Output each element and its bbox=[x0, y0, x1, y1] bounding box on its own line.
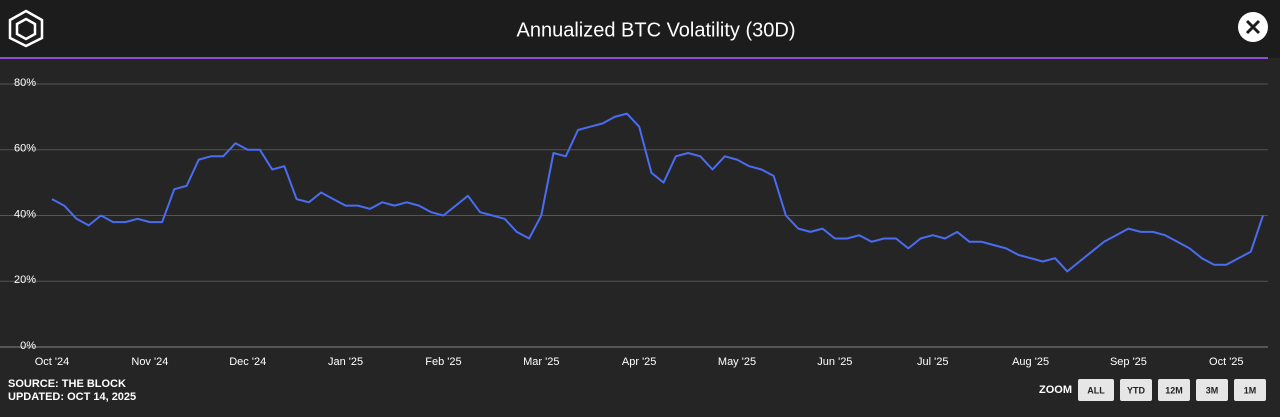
zoom-button-bg bbox=[1234, 379, 1266, 401]
x-tick-label: May '25 bbox=[718, 356, 756, 368]
x-tick-label: Aug '25 bbox=[1012, 356, 1049, 368]
series-line bbox=[51, 112, 1264, 273]
zoom-button-bg bbox=[1078, 379, 1114, 401]
x-tick-label: Nov '24 bbox=[131, 356, 168, 368]
zoom-button[interactable]: 1M bbox=[1234, 379, 1266, 401]
x-tick-label: Sep '25 bbox=[1110, 356, 1147, 368]
zoom-button-label: ALL bbox=[1087, 385, 1105, 395]
x-tick-label: Mar '25 bbox=[523, 356, 559, 368]
zoom-button-label: 1M bbox=[1244, 385, 1257, 395]
zoom-button-bg bbox=[1158, 379, 1190, 401]
x-tick-label: Jun '25 bbox=[817, 356, 852, 368]
zoom-button-label: 3M bbox=[1206, 385, 1219, 395]
close-button[interactable] bbox=[1238, 12, 1268, 42]
zoom-button[interactable]: 3M bbox=[1196, 379, 1228, 401]
chart-title: Annualized BTC Volatility (30D) bbox=[516, 19, 795, 41]
y-tick-label: 0% bbox=[20, 340, 36, 352]
x-tick-label: Jan '25 bbox=[328, 356, 363, 368]
zoom-button[interactable]: ALL bbox=[1078, 379, 1114, 401]
updated: UPDATED: OCT 14, 2025 bbox=[8, 391, 136, 403]
zoom-button-label: YTD bbox=[1127, 385, 1146, 395]
x-tick-label: Jul '25 bbox=[917, 356, 948, 368]
x-tick-label: Apr '25 bbox=[622, 356, 657, 368]
header bbox=[0, 0, 1280, 58]
logo bbox=[8, 9, 44, 48]
x-tick-label: Oct '25 bbox=[1209, 356, 1244, 368]
y-tick-label: 20% bbox=[14, 274, 36, 286]
y-tick-label: 80% bbox=[14, 77, 36, 89]
x-tick-label: Dec '24 bbox=[229, 356, 266, 368]
zoom-button[interactable]: 12M bbox=[1158, 379, 1190, 401]
y-tick-label: 40% bbox=[14, 208, 36, 220]
x-tick-label: Feb '25 bbox=[425, 356, 461, 368]
zoom-button[interactable]: YTD bbox=[1120, 379, 1152, 401]
zoom-button-bg bbox=[1196, 379, 1228, 401]
source: SOURCE: THE BLOCK bbox=[8, 378, 126, 390]
zoom-label: ZOOM bbox=[1039, 384, 1072, 396]
x-tick-label: Oct '24 bbox=[35, 356, 70, 368]
zoom-button-label: 12M bbox=[1165, 385, 1183, 395]
zoom-button-bg bbox=[1120, 379, 1152, 401]
y-tick-label: 60% bbox=[14, 143, 36, 155]
